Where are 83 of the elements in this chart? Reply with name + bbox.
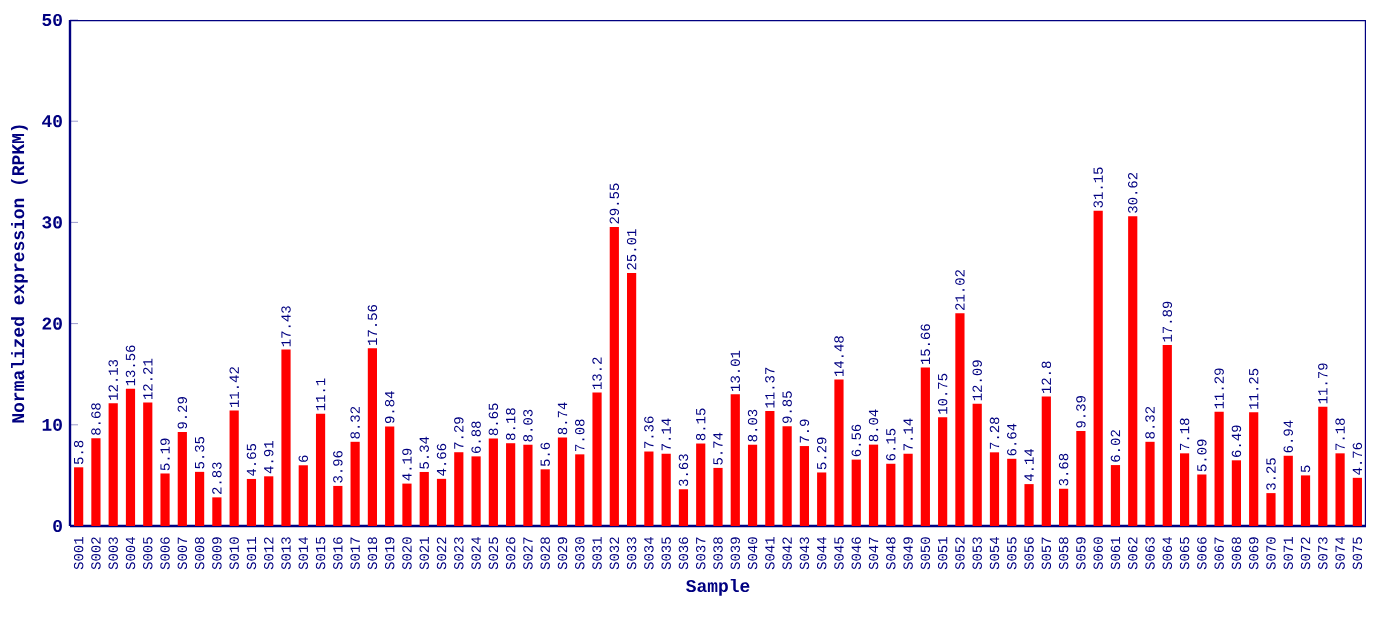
bar [488, 438, 498, 526]
bar [143, 402, 153, 526]
bar [1110, 465, 1121, 526]
y-tick-label: 30 [42, 216, 62, 229]
bar [436, 478, 447, 526]
bar [1041, 396, 1051, 526]
bar [938, 417, 948, 526]
bar [1162, 344, 1172, 526]
bar [972, 403, 982, 526]
y-tick-label: 50 [42, 13, 62, 27]
bar [868, 444, 879, 526]
bar [1059, 488, 1069, 526]
bar [1283, 455, 1293, 526]
bar [799, 446, 809, 526]
bar [661, 453, 671, 526]
bar [1128, 216, 1138, 526]
bar [886, 463, 896, 526]
bar [955, 313, 965, 526]
bar [125, 388, 136, 526]
y-tick-label: 20 [42, 317, 62, 330]
bar [644, 451, 654, 526]
bar [264, 476, 274, 526]
y-axis-title: Normalized expression (RPKM) [11, 125, 28, 423]
bar [471, 456, 481, 526]
bar [1352, 477, 1362, 526]
bar [592, 392, 602, 526]
bar [385, 426, 395, 526]
bar [730, 394, 740, 526]
y-tick-label: 40 [42, 115, 62, 128]
bar [834, 379, 844, 526]
bar [903, 453, 913, 526]
bar [1231, 460, 1242, 526]
bar [851, 459, 861, 526]
bar [747, 444, 758, 526]
bar [575, 454, 585, 526]
bar [782, 426, 792, 526]
bar [1197, 474, 1207, 526]
bar [74, 467, 84, 526]
bar [333, 485, 343, 526]
bar [1076, 430, 1086, 526]
bar [454, 452, 464, 526]
bar [402, 483, 412, 526]
bar [1145, 441, 1155, 526]
bar [627, 272, 637, 526]
bar [315, 413, 326, 526]
bar [523, 444, 533, 526]
bar [713, 467, 723, 526]
bar [920, 367, 930, 526]
bar [212, 497, 222, 526]
bar [1093, 210, 1103, 526]
bar [1024, 484, 1034, 526]
bar [281, 349, 291, 526]
bar [765, 410, 775, 526]
bar [108, 403, 118, 526]
bar [229, 410, 239, 526]
bar [1249, 412, 1259, 526]
bar [350, 441, 360, 526]
bar [609, 226, 619, 526]
bar [1007, 458, 1017, 526]
bar [817, 472, 827, 526]
bar [1318, 406, 1328, 526]
y-tick-label: 0 [53, 519, 62, 533]
bar [419, 471, 429, 526]
bar [557, 437, 568, 526]
bar [298, 465, 308, 526]
bar [1335, 453, 1345, 526]
bar [678, 489, 689, 526]
bar [160, 473, 170, 526]
bar [1214, 411, 1224, 526]
bar [1179, 453, 1190, 526]
bar [1300, 475, 1311, 526]
bar [367, 348, 377, 526]
bar [91, 438, 101, 526]
bar [540, 469, 550, 526]
x-axis-title: Sample [686, 578, 750, 596]
bar [506, 443, 516, 526]
bar [696, 443, 706, 526]
bar [246, 478, 257, 526]
bar [1266, 493, 1276, 526]
bar [989, 452, 1000, 526]
bar [177, 431, 187, 526]
y-tick-label: 10 [42, 418, 62, 431]
bar [195, 471, 205, 526]
